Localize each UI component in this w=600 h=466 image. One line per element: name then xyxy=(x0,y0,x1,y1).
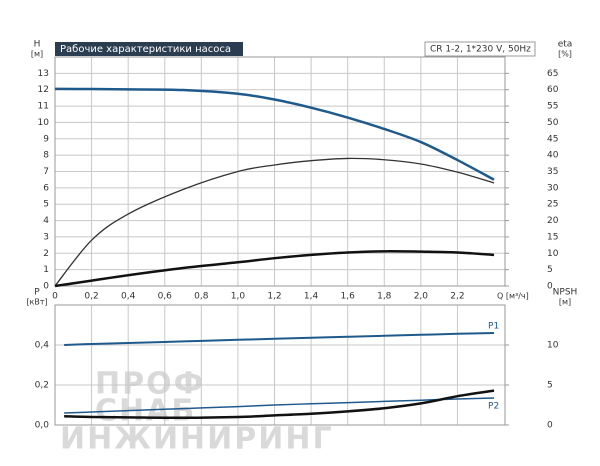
y-tick-label: 1 xyxy=(43,265,49,275)
watermark: ИНЖИНИРИНГ xyxy=(60,422,334,457)
y-tick-label: 0,0 xyxy=(35,421,50,431)
y2-tick-label: 45 xyxy=(547,134,558,144)
y2-tick-label: 5 xyxy=(547,381,553,391)
x-tick-label: 1,4 xyxy=(304,292,319,302)
x-tick-label: 0,8 xyxy=(194,292,209,302)
y-tick-label: 0,4 xyxy=(35,341,50,351)
subtitle-box xyxy=(424,41,536,57)
y2-tick-label: 65 xyxy=(547,69,558,79)
x-tick-label: 0,4 xyxy=(121,292,136,302)
plot-frame xyxy=(54,56,506,287)
y-axis-label: P xyxy=(34,288,40,298)
y2-axis-label: eta xyxy=(558,40,573,50)
plot-frame xyxy=(54,304,506,426)
y-tick-label: 7 xyxy=(43,167,49,177)
y2-tick-label: 15 xyxy=(547,232,558,242)
title-box xyxy=(55,42,243,56)
y2-tick-label: 40 xyxy=(547,151,559,161)
chart-subtitle: CR 1-2, 1*230 V, 50Hz xyxy=(430,45,531,55)
y2-tick-label: 50 xyxy=(547,118,559,128)
y2-axis-unit: [%] xyxy=(558,50,572,59)
x-tick-label: 0 xyxy=(52,292,58,302)
y-axis-unit: [кВт] xyxy=(26,298,47,307)
chart-title: Рабочие характеристики насоса xyxy=(60,44,231,55)
y2-tick-label: 30 xyxy=(547,183,559,193)
curve xyxy=(54,250,495,288)
series-label: P1 xyxy=(488,322,499,332)
y-tick-label: 0,2 xyxy=(35,381,49,391)
x-tick-label: 1,8 xyxy=(377,292,392,302)
y-tick-label: 2 xyxy=(43,249,49,259)
curve xyxy=(64,389,495,420)
y-tick-label: 12 xyxy=(38,85,49,95)
x-tick-label: 2,2 xyxy=(450,292,464,302)
y-tick-label: 4 xyxy=(43,216,49,226)
x-axis-label: Q [м³/ч] xyxy=(497,292,529,301)
curve xyxy=(54,87,495,181)
y-tick-label: 3 xyxy=(43,232,49,242)
y-axis-unit: [м] xyxy=(31,50,43,59)
y2-tick-label: 10 xyxy=(547,341,559,351)
y2-tick-label: 0 xyxy=(547,282,553,292)
y-tick-label: 6 xyxy=(43,183,49,193)
y2-tick-label: 0 xyxy=(547,421,553,431)
curve xyxy=(64,332,495,346)
y-tick-label: 8 xyxy=(43,151,49,161)
x-tick-label: 0,6 xyxy=(158,292,173,302)
curve xyxy=(64,397,495,414)
y-tick-label: 9 xyxy=(43,134,49,144)
y2-tick-label: 55 xyxy=(547,102,558,112)
x-tick-label: 0,2 xyxy=(84,292,98,302)
y2-tick-label: 5 xyxy=(547,265,553,275)
x-tick-label: 1,0 xyxy=(231,292,246,302)
y-tick-label: 5 xyxy=(43,200,49,210)
y-tick-label: 10 xyxy=(38,118,50,128)
y2-tick-label: 10 xyxy=(547,249,559,259)
y2-axis-unit: [м] xyxy=(559,298,571,307)
x-tick-label: 1,6 xyxy=(341,292,356,302)
y-tick-label: 11 xyxy=(38,102,49,112)
y-tick-label: 13 xyxy=(38,69,49,79)
y2-tick-label: 20 xyxy=(547,216,559,226)
x-tick-label: 1,2 xyxy=(267,292,281,302)
y2-axis-label: NPSH xyxy=(553,288,578,298)
y2-tick-label: 35 xyxy=(547,167,558,177)
curve xyxy=(54,157,495,287)
watermark: ПРОФ xyxy=(95,367,205,402)
x-tick-label: 2,0 xyxy=(414,292,429,302)
y2-tick-label: 60 xyxy=(547,85,559,95)
y2-tick-label: 25 xyxy=(547,200,558,210)
y-tick-label: 0 xyxy=(43,282,49,292)
series-label: P2 xyxy=(488,402,499,412)
y-axis-label: H xyxy=(34,40,41,50)
